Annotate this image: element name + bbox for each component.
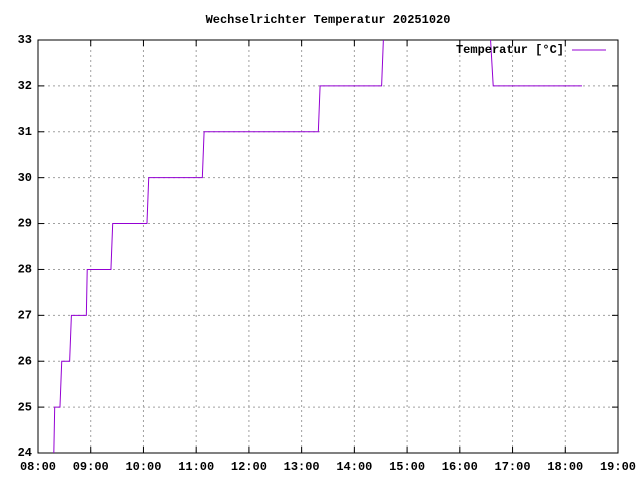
plot-frame xyxy=(37,39,619,454)
x-tick-label: 08:00 xyxy=(20,460,56,474)
y-tick-label: 25 xyxy=(18,400,32,414)
y-tick-label: 26 xyxy=(18,354,32,368)
x-tick-label: 09:00 xyxy=(73,460,109,474)
y-tick-label: 28 xyxy=(18,263,32,277)
x-tick-label: 14:00 xyxy=(336,460,372,474)
y-tick-label: 31 xyxy=(18,125,32,139)
x-tick-label: 13:00 xyxy=(284,460,320,474)
x-tick-label: 12:00 xyxy=(231,460,267,474)
x-tick-label: 17:00 xyxy=(495,460,531,474)
y-tick-label: 32 xyxy=(18,79,32,93)
y-tick-label: 24 xyxy=(18,446,32,460)
chart-title: Wechselrichter Temperatur 20251020 xyxy=(206,13,451,27)
x-tick-label: 19:00 xyxy=(600,460,636,474)
x-tick-label: 15:00 xyxy=(389,460,425,474)
y-tick-label: 33 xyxy=(18,33,32,47)
data-line xyxy=(53,40,582,453)
y-tick-label: 29 xyxy=(18,217,32,231)
legend-label: Temperatur [°C] xyxy=(456,43,564,57)
x-tick-label: 10:00 xyxy=(125,460,161,474)
x-tick-label: 16:00 xyxy=(442,460,478,474)
x-tick-label: 18:00 xyxy=(547,460,583,474)
y-tick-label: 30 xyxy=(18,171,32,185)
y-tick-label: 27 xyxy=(18,309,32,323)
x-tick-label: 11:00 xyxy=(178,460,214,474)
